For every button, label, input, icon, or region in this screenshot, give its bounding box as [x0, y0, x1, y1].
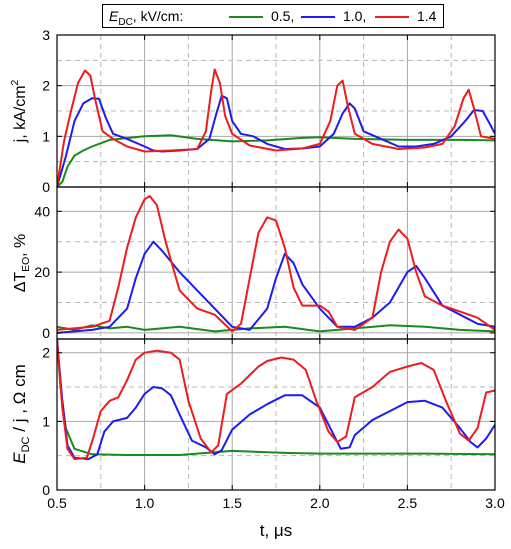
y-tick-label: 0: [42, 179, 50, 195]
legend-swatch-1.4: [375, 16, 409, 18]
y-tick-label: 2: [42, 345, 50, 361]
legend-title-main: E: [109, 8, 119, 24]
legend: EDC, kV/cm: 0.5, 1.0, 1.4: [102, 4, 444, 28]
y-tick-label: 0: [42, 482, 50, 498]
x-axis-label: t, μs: [260, 521, 292, 540]
x-tick-label: 1.0: [135, 495, 155, 511]
series-line-1.4: [57, 195, 495, 333]
y-tick-label: 2: [42, 78, 50, 94]
panel-frame: [56, 338, 496, 491]
y-tick-label: 3: [42, 27, 50, 43]
series-line-1.4: [57, 339, 495, 461]
legend-swatch-1.0: [301, 16, 335, 18]
series-line-0.5: [57, 324, 495, 333]
x-tick-label: 0.5: [47, 495, 67, 511]
y-tick-label: 40: [34, 203, 50, 219]
legend-label-1.4: 1.4: [417, 8, 437, 24]
y-tick-label: 1: [42, 413, 50, 429]
legend-title-rest: , kV/cm:: [132, 8, 184, 24]
x-tick-label: 2.5: [398, 495, 418, 511]
legend-label-0.5: 0.5,: [271, 8, 295, 24]
series-line-1.0: [57, 339, 495, 461]
y-tick-label: 1: [42, 128, 50, 144]
x-tick-label: 3.0: [485, 495, 505, 511]
legend-label-1.0: 1.0,: [343, 8, 367, 24]
y-tick-label: 0: [42, 325, 50, 341]
legend-swatch-0.5: [229, 16, 263, 18]
legend-title-sub: DC: [118, 16, 133, 28]
series-line-1.4: [57, 68, 495, 187]
y-axis-label-bottom: EDC / j , Ω cm: [10, 364, 32, 464]
legend-title: EDC, kV/cm:: [109, 8, 183, 28]
y-axis-label-middle: ΔTEO, %: [12, 234, 32, 293]
x-tick-label: 1.5: [222, 495, 242, 511]
y-axis-label-top: j, kA/cm2: [10, 79, 29, 143]
series-line-1.0: [57, 240, 495, 334]
series-line-1.0: [57, 94, 495, 187]
y-tick-label: 20: [34, 264, 50, 280]
x-tick-label: 2.0: [310, 495, 330, 511]
